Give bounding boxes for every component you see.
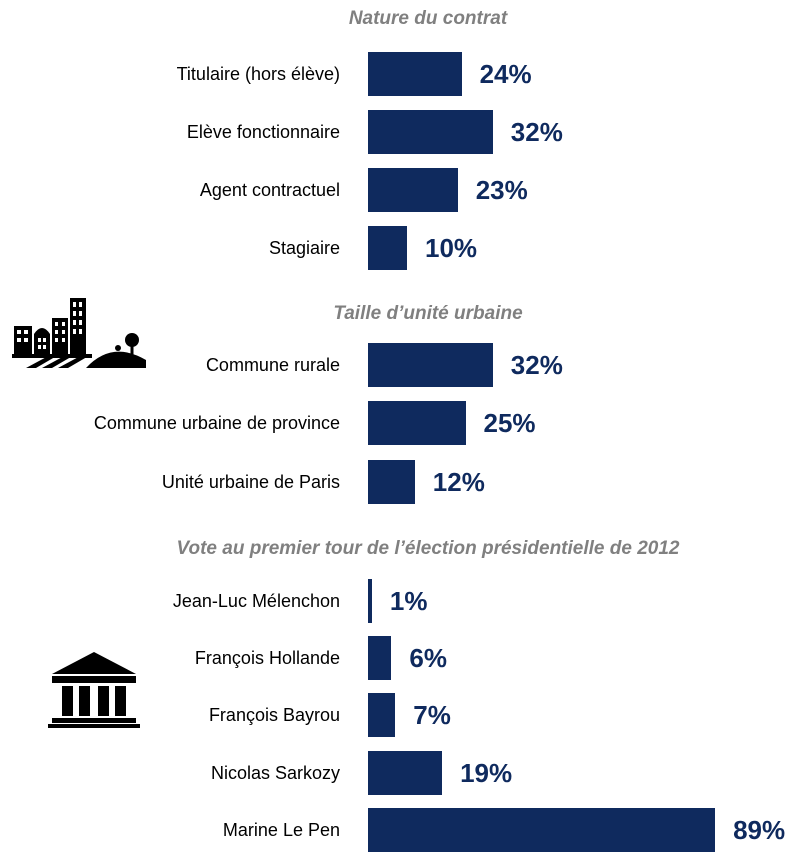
value-label: 19%	[460, 758, 513, 788]
category-label: François Hollande	[194, 648, 340, 668]
value-label: 12%	[432, 467, 485, 497]
value-label: 10%	[425, 233, 478, 263]
city-skyline-icon	[12, 298, 146, 368]
bar	[368, 343, 493, 387]
value-label: 89%	[733, 815, 786, 845]
government-building-icon	[48, 652, 140, 728]
bar	[368, 226, 407, 270]
bar	[368, 52, 462, 96]
value-label: 1%	[389, 586, 428, 616]
value-label: 23%	[475, 175, 528, 205]
value-label: 32%	[510, 117, 563, 147]
bar	[368, 579, 372, 623]
category-label: Nicolas Sarkozy	[210, 763, 340, 783]
value-label: 7%	[413, 700, 451, 730]
category-label: Commune rurale	[205, 355, 340, 375]
category-label: Elève fonctionnaire	[186, 122, 340, 142]
section-title: Vote au premier tour de l’élection prési…	[176, 538, 680, 559]
bar	[368, 693, 396, 737]
value-label: 25%	[483, 408, 536, 438]
bar	[368, 168, 458, 212]
section-title: Nature du contrat	[348, 8, 508, 29]
bar	[368, 110, 493, 154]
bar	[368, 751, 443, 795]
category-label: Stagiaire	[268, 238, 340, 258]
value-label: 6%	[409, 643, 447, 673]
bar	[368, 636, 392, 680]
category-label: Jean-Luc Mélenchon	[172, 591, 340, 611]
bar	[368, 401, 466, 445]
category-label: François Bayrou	[208, 705, 340, 725]
bar	[368, 808, 716, 852]
category-label: Agent contractuel	[199, 180, 340, 200]
category-label: Unité urbaine de Paris	[161, 472, 340, 492]
value-label: 32%	[510, 350, 563, 380]
bar	[368, 460, 415, 504]
category-label: Marine Le Pen	[222, 820, 340, 840]
section-title: Taille d’unité urbaine	[333, 303, 523, 324]
category-label: Commune urbaine de province	[93, 413, 340, 433]
category-label: Titulaire (hors élève)	[176, 64, 340, 84]
value-label: 24%	[479, 59, 532, 89]
